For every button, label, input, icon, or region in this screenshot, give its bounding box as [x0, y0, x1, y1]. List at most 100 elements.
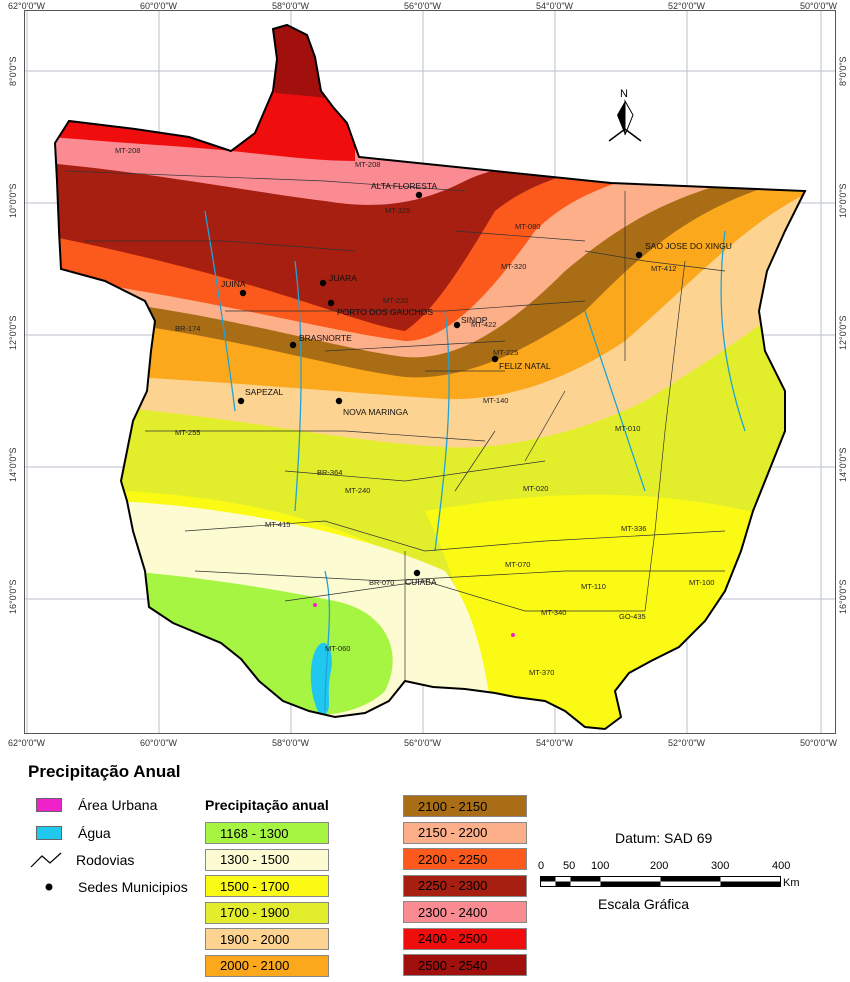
road-label: GO-435 [619, 612, 646, 621]
city-label: SAPEZAL [245, 387, 284, 397]
road-label: MT-100 [689, 578, 714, 587]
right-tick: 8°0'0"S [838, 56, 848, 86]
scale-number: 0 [538, 860, 545, 872]
city-label: PORTO DOS GAUCHOS [337, 307, 433, 317]
precipitation-class: 2300 - 2400 [403, 901, 527, 923]
urban-area [511, 633, 515, 637]
road-label: MT-110 [581, 582, 606, 591]
precipitation-class: 1500 - 1700 [205, 875, 329, 897]
city-point [319, 279, 327, 287]
road-label: MT-220 [383, 296, 408, 305]
water-swatch [36, 826, 62, 840]
legend-urban-label: Área Urbana [78, 797, 158, 813]
precipitation-class: 1168 - 1300 [205, 822, 329, 844]
city-point [453, 321, 461, 329]
city-label: JUARA [329, 273, 357, 283]
right-tick: 16°0'0"S [838, 579, 848, 614]
road-label: BR-364 [317, 468, 342, 477]
road-label: MT-010 [615, 424, 640, 433]
city-label: ALTA FLORESTA [371, 181, 437, 191]
precipitation-class: 2250 - 2300 [403, 874, 527, 897]
north-arrow: N [608, 88, 642, 142]
road-label: MT-320 [501, 262, 526, 271]
city-label: FELIZ NATAL [499, 361, 551, 371]
left-tick: 14°0'0"S [8, 447, 18, 482]
road-label: MT-020 [523, 484, 548, 493]
city-label: SINOP [461, 315, 488, 325]
map-frame: ALTA FLORESTA SAO JOSE DO XINGU JUARA JU… [24, 10, 836, 734]
city-point [327, 299, 335, 307]
city-label: SAO JOSE DO XINGU [645, 241, 732, 251]
road-label: MT-370 [529, 668, 554, 677]
scale-caption: Escala Gráfica [598, 896, 690, 912]
municipal-seats [237, 191, 643, 577]
legend-water: Água [36, 825, 111, 841]
precipitation-class: 2000 - 2100 [205, 954, 329, 977]
road-label: MT-412 [651, 264, 676, 273]
left-tick: 12°0'0"S [8, 315, 18, 350]
road-line-icon [30, 852, 62, 868]
precipitation-class: 2200 - 2250 [403, 848, 527, 870]
road-label: MT-070 [505, 560, 530, 569]
city-label: JUINA [221, 279, 246, 289]
precipitation-zones [55, 25, 805, 729]
precipitation-class: 1900 - 2000 [205, 928, 329, 950]
city-point [491, 355, 499, 363]
legend-water-label: Água [78, 825, 111, 841]
scale-unit: Km [783, 877, 800, 889]
road-label: MT-415 [265, 520, 290, 529]
city-point [335, 397, 343, 405]
city-label: BRASNORTE [299, 333, 352, 343]
rivers [204, 210, 746, 712]
bottom-tick: 62°0'0"W [8, 738, 46, 748]
urban-swatch [36, 798, 62, 812]
north-arrow-icon [617, 101, 625, 135]
road-label: MT-422 [471, 320, 496, 329]
city-dot-icon [45, 883, 53, 891]
city-point [239, 289, 247, 297]
datum-label: Datum: SAD 69 [615, 830, 713, 846]
precipitation-map: ALTA FLORESTA SAO JOSE DO XINGU JUARA JU… [25, 11, 835, 733]
precipitation-class: 2500 - 2540 [403, 954, 527, 976]
road-label: MT-080 [515, 222, 540, 231]
right-tick: 10°0'0"S [838, 183, 848, 218]
scale-number: 300 [711, 860, 730, 872]
precipitation-class: 2100 - 2150 [403, 795, 527, 817]
city-point [635, 251, 643, 259]
city-point [237, 397, 245, 405]
road-label: MT-340 [541, 608, 566, 617]
road-label: MT-255 [175, 428, 200, 437]
scale-bar-graphic [540, 876, 781, 887]
legend-seats: Sedes Municipios [36, 879, 188, 895]
bottom-tick: 54°0'0"W [536, 738, 574, 748]
bottom-tick: 52°0'0"W [668, 738, 706, 748]
road-labels: MT-208 MT-208 MT-325 MT-080 MT-412 MT-32… [115, 146, 714, 677]
city-label: NOVA MARINGA [343, 407, 408, 417]
urban-area [313, 603, 317, 607]
bottom-tick: 50°0'0"W [800, 738, 838, 748]
zone-2500-2540 [265, 25, 355, 101]
bottom-tick: 56°0'0"W [404, 738, 442, 748]
scale-number: 100 [591, 860, 610, 872]
scale-number: 400 [772, 860, 791, 872]
precipitation-class: 1300 - 1500 [205, 848, 329, 871]
left-tick: 16°0'0"S [8, 579, 18, 614]
road-label: BR-174 [175, 324, 200, 333]
city-labels: ALTA FLORESTA SAO JOSE DO XINGU JUARA JU… [221, 181, 732, 587]
precipitation-class: 2400 - 2500 [403, 927, 527, 950]
road-label: MT-208 [115, 146, 140, 155]
left-tick: 10°0'0"S [8, 183, 18, 218]
legend-seats-label: Sedes Municipios [78, 879, 188, 895]
right-tick: 14°0'0"S [838, 447, 848, 482]
city-point [415, 191, 423, 199]
roads [64, 170, 726, 701]
city-point [289, 341, 297, 349]
legend-urban: Área Urbana [36, 797, 157, 813]
bottom-tick: 60°0'0"W [140, 738, 178, 748]
road-label: MT-325 [385, 206, 410, 215]
bottom-tick: 58°0'0"W [272, 738, 310, 748]
road-label: BR-070 [369, 578, 394, 587]
road-label: MT-336 [621, 524, 646, 533]
precipitation-class: 2150 - 2200 [403, 821, 527, 844]
legend-roads: Rodovias [30, 852, 134, 868]
